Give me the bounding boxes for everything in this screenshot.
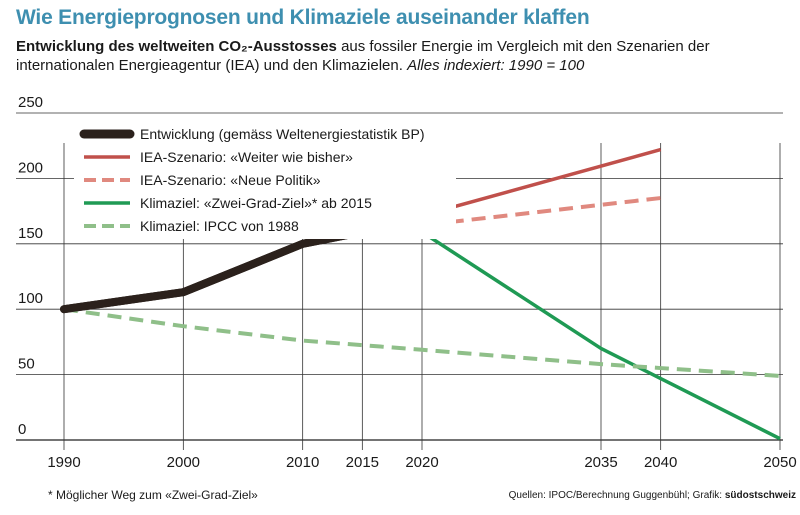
footnote: * Möglicher Weg zum «Zwei-Grad-Ziel» (48, 488, 258, 502)
source-brand: südostschweiz (724, 490, 796, 501)
legend-label-1: Entwicklung (gemäss Weltenergiestatistik… (140, 126, 425, 142)
legend-background (74, 120, 456, 239)
x-tick-label: 2020 (405, 454, 438, 471)
source-credit: Quellen: IPOC/Berechnung Guggenbühl; Gra… (509, 490, 796, 501)
x-tick-label: 2010 (286, 454, 319, 471)
y-tick-label: 0 (18, 421, 26, 438)
source-text: Quellen: IPOC/Berechnung Guggenbühl; Gra… (508, 490, 725, 501)
legend-label-3: IEA-Szenario: «Neue Politik» (140, 172, 321, 188)
x-tick-label: 2040 (644, 454, 677, 471)
legend-label-4: Klimaziel: «Zwei-Grad-Ziel»* ab 2015 (140, 195, 372, 211)
y-tick-label: 200 (18, 159, 43, 176)
subtitle-italic: Alles indexiert: 1990 = 100 (407, 57, 585, 74)
chart-title: Wie Energieprognosen und Klimaziele ause… (16, 6, 590, 29)
series-line-4 (362, 230, 781, 441)
x-tick-label: 2000 (167, 454, 200, 471)
x-tick-label: 1990 (47, 454, 80, 471)
y-tick-label: 100 (18, 290, 43, 307)
y-tick-label: 50 (18, 356, 35, 373)
x-tick-label: 2015 (346, 454, 379, 471)
legend-label-5: Klimaziel: IPCC von 1988 (140, 218, 299, 234)
x-tick-label: 2035 (584, 454, 617, 471)
axis-labels: 0 50 100 150 200 250 1990 2000 2010 2015 2020 2035 2… (18, 94, 797, 471)
y-tick-label: 250 (18, 94, 43, 111)
series-line-5 (63, 307, 781, 378)
subtitle-text: aus fossiler Energie im Vergleich mit de… (16, 38, 710, 74)
legend: Entwicklung (gemäss Weltenergiestatistik… (74, 120, 456, 239)
legend-label-2: IEA-Szenario: «Weiter wie bisher» (140, 149, 353, 165)
chart-subtitle: Entwicklung des weltweiten CO₂-Ausstosse… (16, 37, 786, 75)
y-tick-label: 150 (18, 225, 43, 242)
subtitle-bold: Entwicklung des weltweiten CO₂-Ausstosse… (16, 38, 337, 55)
x-tick-label: 2050 (763, 454, 796, 471)
